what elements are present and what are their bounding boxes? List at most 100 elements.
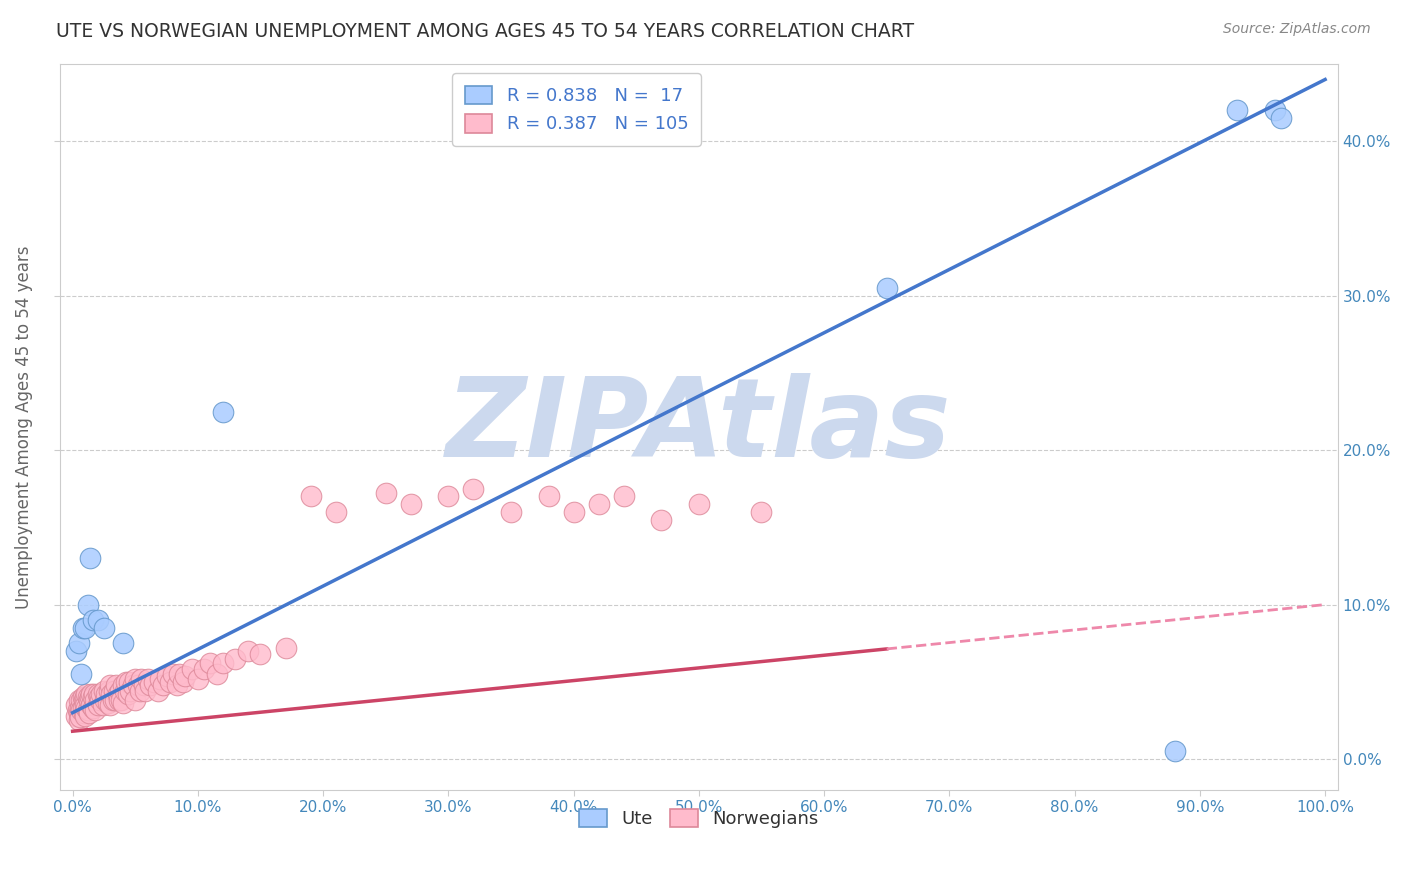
Point [93,684,115,698]
Point [97,684,120,698]
Point [224,651,246,665]
Point [134,684,156,698]
Point [876,281,898,295]
Point [75,708,97,723]
Point [463,482,485,496]
Point [100,687,122,701]
Point [115,674,138,689]
Point [149,672,172,686]
Point [1264,103,1286,118]
Point [72,621,94,635]
Point [77,693,100,707]
Point [118,674,141,689]
Point [174,668,197,682]
Point [89,693,111,707]
Point [136,672,159,686]
Point [374,486,396,500]
Point [1270,111,1292,125]
Point [75,690,97,705]
Point [155,668,177,682]
Text: UTE VS NORWEGIAN UNEMPLOYMENT AMONG AGES 45 TO 54 YEARS CORRELATION CHART: UTE VS NORWEGIAN UNEMPLOYMENT AMONG AGES… [56,22,914,41]
Point [105,678,128,692]
Point [110,693,132,707]
Point [72,690,94,705]
Point [688,497,710,511]
Point [114,684,136,698]
Point [67,706,90,720]
Point [75,687,97,701]
Point [83,687,105,701]
Point [111,697,134,711]
Point [187,672,209,686]
Point [437,490,460,504]
Point [65,708,87,723]
Point [162,667,184,681]
Point [79,690,101,705]
Point [588,497,610,511]
Point [132,678,155,692]
Point [80,687,103,701]
Point [101,693,124,707]
Point [76,703,98,717]
Point [87,690,110,705]
Point [103,684,125,698]
Point [79,551,101,566]
Point [212,404,235,418]
Point [66,703,89,717]
Point [67,714,90,728]
Point [127,678,149,692]
Point [537,490,560,504]
Point [751,505,773,519]
Point [499,505,522,519]
Point [212,657,235,671]
Point [84,693,107,707]
Point [172,674,194,689]
Point [139,678,162,692]
Point [193,663,215,677]
Point [249,647,271,661]
Y-axis label: Unemployment Among Ages 45 to 54 years: Unemployment Among Ages 45 to 54 years [15,245,32,608]
Point [67,636,90,650]
Point [236,644,259,658]
Point [104,693,127,707]
Point [325,505,347,519]
Point [98,678,121,692]
Point [86,698,108,712]
Point [73,706,96,720]
Point [82,690,104,705]
Point [124,693,146,707]
Point [121,678,143,692]
Point [75,621,97,635]
Point [111,678,134,692]
Point [159,674,181,689]
Point [613,490,636,504]
Point [91,698,114,712]
Point [143,674,166,689]
Point [274,640,297,655]
Point [108,693,131,707]
Point [80,698,103,712]
Point [650,513,672,527]
Point [70,703,93,717]
Point [166,678,188,692]
Point [399,497,422,511]
Point [120,684,142,698]
Point [76,690,98,705]
Point [124,672,146,686]
Point [108,684,131,698]
Point [70,667,93,681]
Point [69,710,91,724]
Point [205,667,228,681]
Point [97,697,120,711]
Point [75,701,97,715]
Point [167,667,190,681]
Point [1226,103,1249,118]
Point [84,703,107,717]
Legend: Ute, Norwegians: Ute, Norwegians [572,802,825,835]
Point [93,621,115,635]
Point [1164,744,1187,758]
Point [299,490,322,504]
Point [69,701,91,715]
Text: ZIPAtlas: ZIPAtlas [446,374,952,481]
Point [75,698,97,712]
